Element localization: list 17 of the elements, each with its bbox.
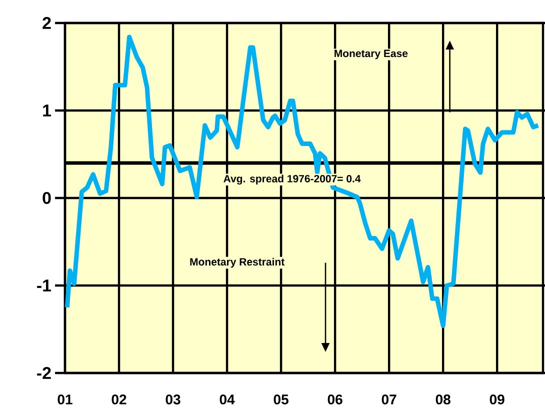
y-tick-label: -2 [37,367,51,379]
x-tick-label: 06 [328,394,342,404]
ref-line-label: Avg. spread 1976-2007= 0.4 [224,174,361,185]
x-tick-label: 08 [436,394,450,404]
annotation: Monetary Restraint [190,258,284,268]
x-tick-label: 07 [382,394,396,404]
x-tick-label: 09 [490,394,504,404]
y-tick-label: -1 [37,280,52,292]
x-tick-label: 03 [166,394,180,404]
y-tick-label: 1 [43,104,52,116]
x-tick-label: 02 [112,394,126,404]
y-tick-label: 2 [42,17,51,29]
y-tick-label: 0 [42,192,51,204]
x-tick-label: 05 [274,394,288,404]
annotation: Monetary Ease [334,50,408,60]
x-tick-label: 01 [58,394,72,404]
x-tick-label: 04 [220,394,235,404]
